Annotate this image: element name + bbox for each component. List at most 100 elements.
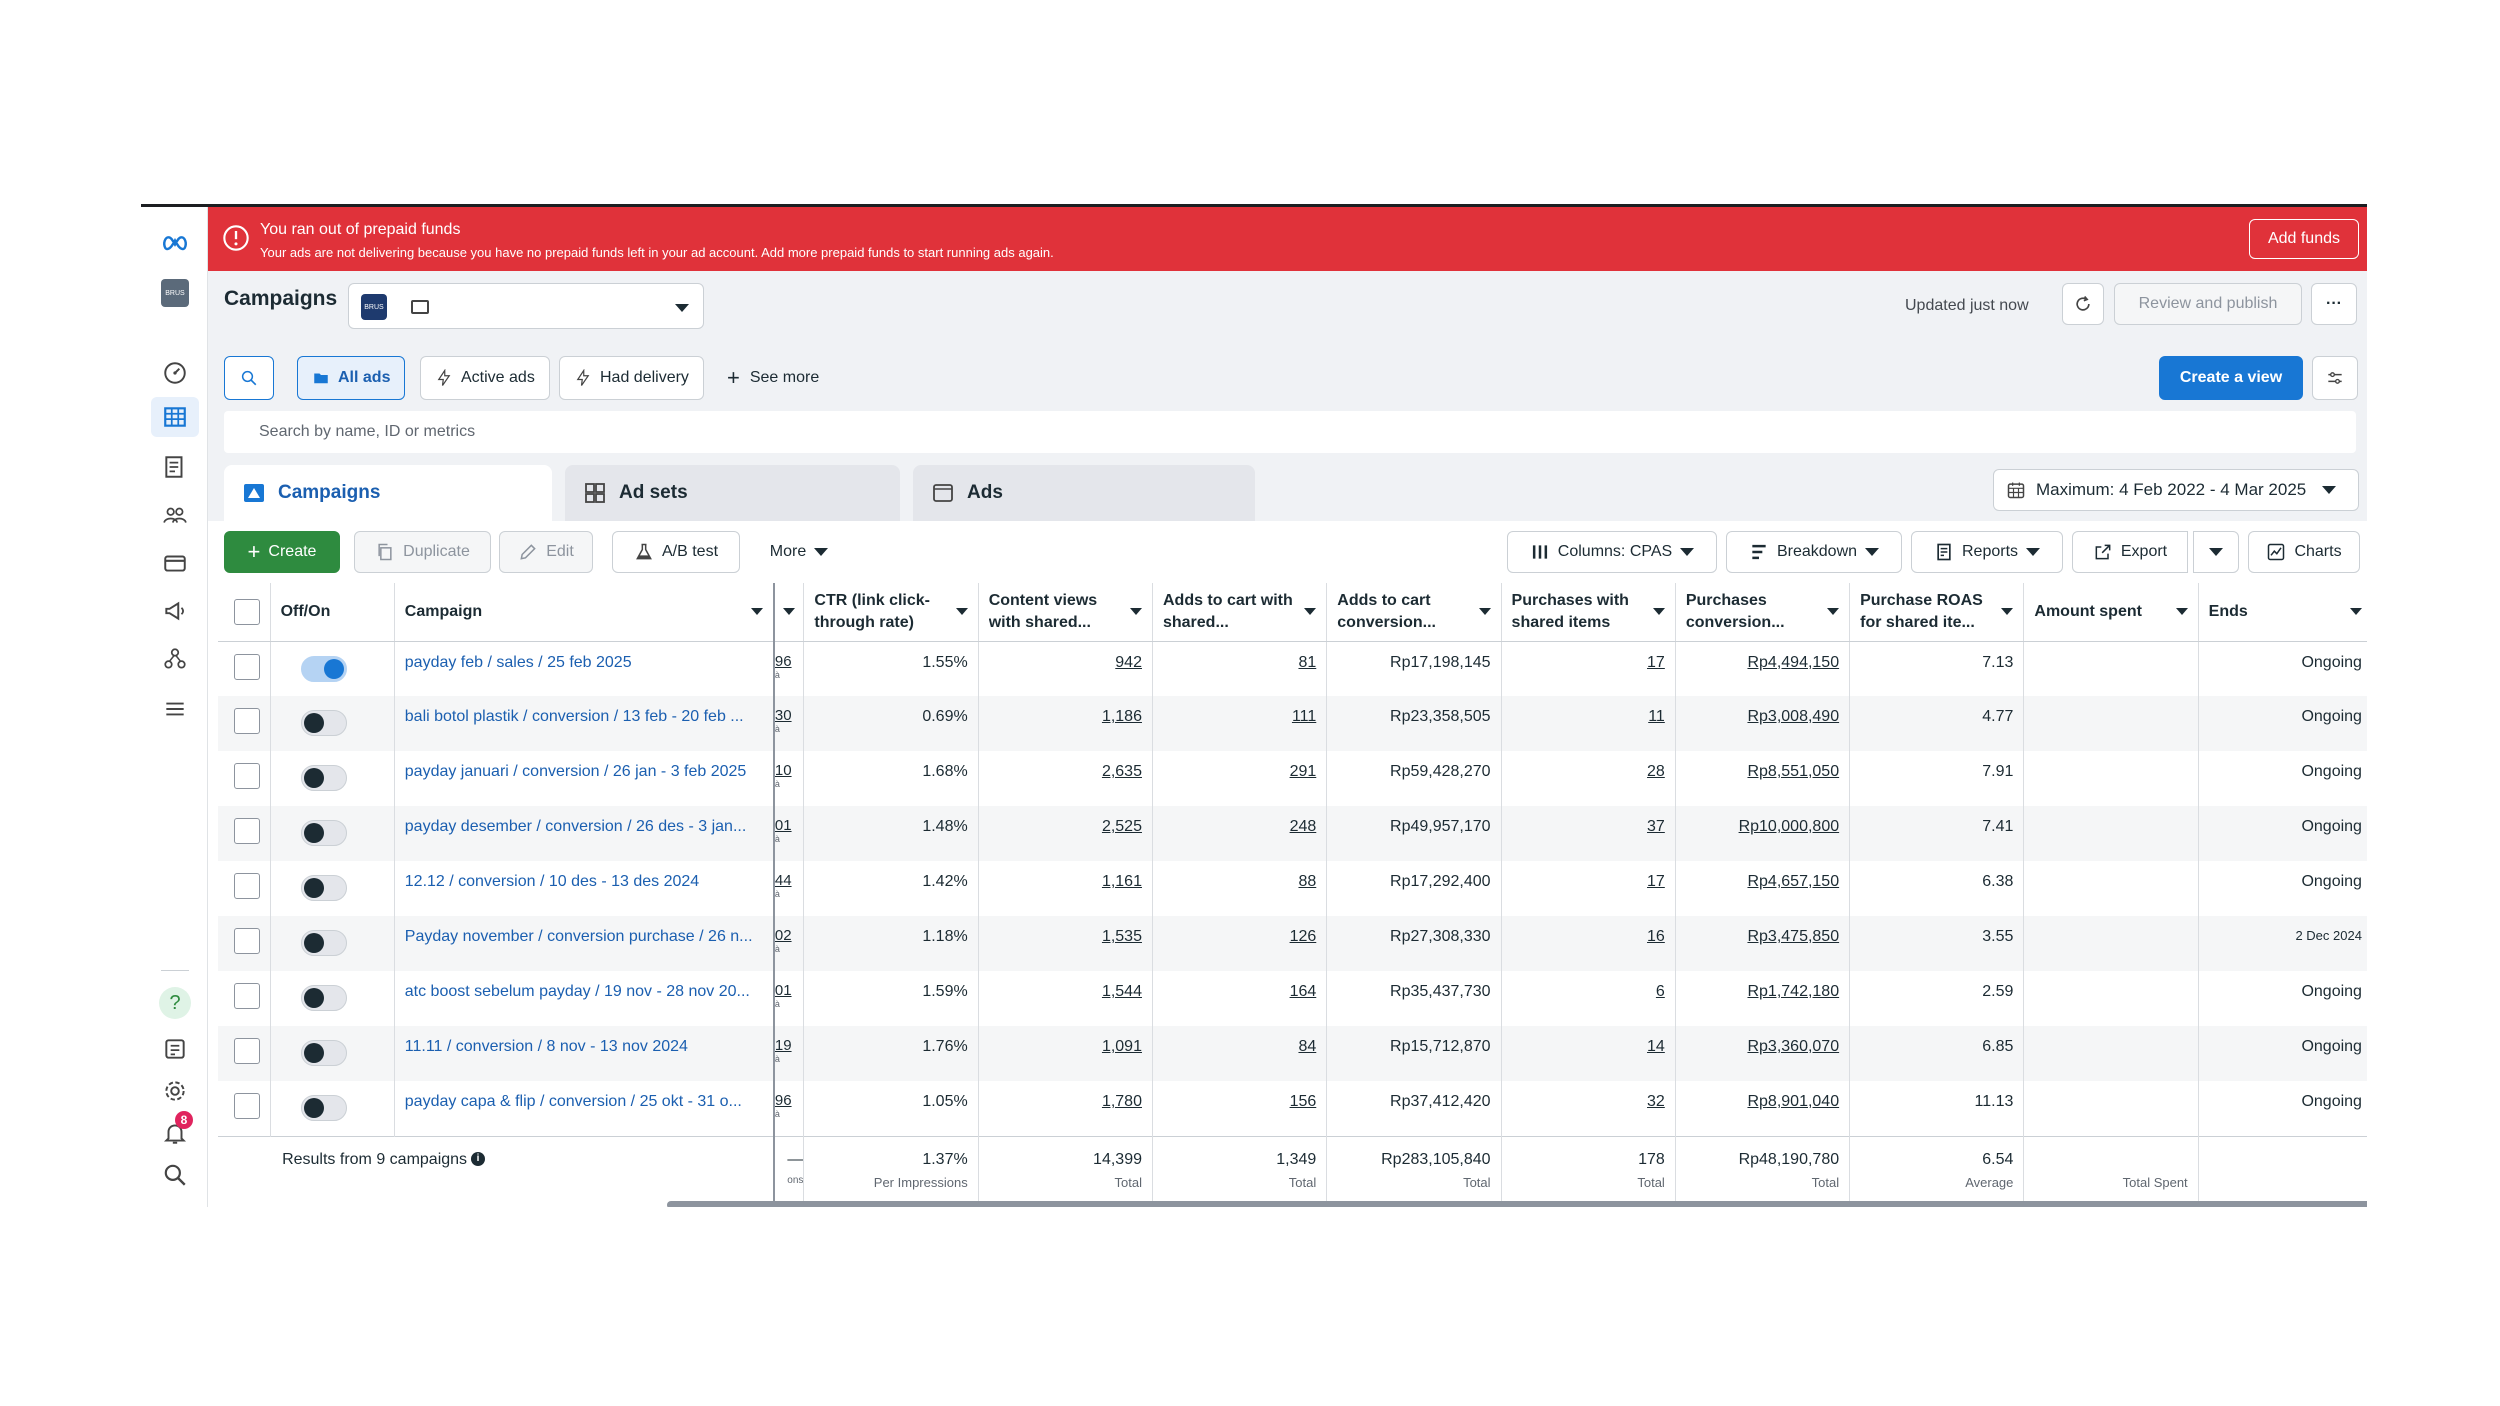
- cell-purchases-conversion[interactable]: Rp3,475,850: [1675, 916, 1851, 971]
- row-checkbox[interactable]: [234, 1093, 260, 1119]
- cell-adds-conversion[interactable]: Rp59,428,270: [1326, 751, 1502, 806]
- campaign-name-link[interactable]: 11.11 / conversion / 8 nov - 13 nov 2024: [394, 1026, 775, 1081]
- cell-content-views[interactable]: 1,161: [978, 861, 1153, 916]
- cell-purchases-conversion[interactable]: Rp3,008,490: [1675, 696, 1851, 751]
- sort-caret-icon[interactable]: [2001, 608, 2014, 615]
- cell-roas[interactable]: 2.59: [1849, 971, 2025, 1026]
- sort-caret-icon[interactable]: [1304, 608, 1317, 615]
- sort-caret-icon[interactable]: [2349, 608, 2362, 615]
- cell-content-views[interactable]: 1,780: [978, 1081, 1153, 1136]
- charts-button[interactable]: Charts: [2248, 531, 2360, 573]
- cell-ctr[interactable]: 1.59%: [803, 971, 979, 1026]
- row-checkbox[interactable]: [234, 763, 260, 789]
- more-options-button[interactable]: ···: [2311, 283, 2357, 325]
- row-checkbox[interactable]: [234, 818, 260, 844]
- campaign-name-link[interactable]: payday januari / conversion / 26 jan - 3…: [394, 751, 775, 806]
- sort-caret-icon[interactable]: [955, 608, 968, 615]
- campaign-toggle[interactable]: [300, 820, 347, 846]
- cell-adds-to-cart[interactable]: 126: [1152, 916, 1328, 971]
- sort-caret-icon[interactable]: [783, 608, 796, 615]
- col-previous-hidden[interactable]: [773, 583, 805, 642]
- cell-amount-spent[interactable]: [2023, 751, 2199, 806]
- search-toggle-button[interactable]: [224, 356, 274, 400]
- create-view-button[interactable]: Create a view: [2159, 356, 2303, 400]
- col-ctr[interactable]: CTR (link click-through rate): [803, 583, 979, 642]
- table-row[interactable]: 12.12 / conversion / 10 des - 13 des 202…: [218, 861, 2367, 916]
- cell-adds-conversion[interactable]: Rp37,412,420: [1326, 1081, 1502, 1136]
- cell-adds-conversion[interactable]: Rp17,198,145: [1326, 641, 1502, 696]
- cell-ends[interactable]: Ongoing: [2198, 806, 2367, 861]
- campaign-name-link[interactable]: bali botol plastik / conversion / 13 feb…: [394, 696, 775, 751]
- table-row[interactable]: 11.11 / conversion / 8 nov - 13 nov 2024…: [218, 1026, 2367, 1081]
- audiences-icon[interactable]: [159, 499, 191, 531]
- cell-adds-to-cart[interactable]: 164: [1152, 971, 1328, 1026]
- cell-ctr[interactable]: 1.05%: [803, 1081, 979, 1136]
- campaigns-table-icon[interactable]: [151, 397, 199, 437]
- row-checkbox[interactable]: [234, 983, 260, 1009]
- cell-adds-conversion[interactable]: Rp23,358,505: [1326, 696, 1502, 751]
- cell-roas[interactable]: 11.13: [1849, 1081, 2025, 1136]
- meta-logo-icon[interactable]: [159, 227, 191, 259]
- campaign-toggle[interactable]: [300, 1095, 347, 1121]
- cell-ends[interactable]: Ongoing: [2198, 861, 2367, 916]
- cell-purchases-conversion[interactable]: Rp4,494,150: [1675, 641, 1851, 696]
- cell-content-views[interactable]: 942: [978, 641, 1153, 696]
- tab-ads[interactable]: Ads: [913, 465, 1255, 521]
- cell-adds-conversion[interactable]: Rp17,292,400: [1326, 861, 1502, 916]
- cell-amount-spent[interactable]: [2023, 1026, 2199, 1081]
- cell-ctr[interactable]: 1.55%: [803, 641, 979, 696]
- sort-caret-icon[interactable]: [1827, 608, 1840, 615]
- cell-purchases[interactable]: 11: [1501, 696, 1676, 751]
- select-all-checkbox[interactable]: [234, 598, 260, 625]
- cell-ends[interactable]: Ongoing: [2198, 1026, 2367, 1081]
- pages-icon[interactable]: [159, 451, 191, 483]
- breakdown-button[interactable]: Breakdown: [1726, 531, 1902, 573]
- col-adds-to-cart[interactable]: Adds to cart with shared...: [1152, 583, 1328, 642]
- tab-ad-sets[interactable]: Ad sets: [565, 465, 900, 521]
- cell-amount-spent[interactable]: [2023, 641, 2199, 696]
- reports-button[interactable]: Reports: [1911, 531, 2063, 573]
- horizontal-scrollbar[interactable]: [667, 1201, 2367, 1207]
- export-button[interactable]: Export: [2072, 531, 2188, 573]
- search-icon[interactable]: [159, 1159, 191, 1191]
- col-adds-conversion[interactable]: Adds to cart conversion...: [1326, 583, 1502, 642]
- campaign-toggle[interactable]: [300, 1040, 347, 1066]
- add-funds-button[interactable]: Add funds: [2248, 219, 2359, 259]
- col-roas[interactable]: Purchase ROAS for shared ite...: [1849, 583, 2025, 642]
- filter-settings-button[interactable]: [2312, 356, 2358, 400]
- cell-amount-spent[interactable]: [2023, 1081, 2199, 1136]
- cell-ends[interactable]: Ongoing: [2198, 971, 2367, 1026]
- billing-icon[interactable]: [159, 547, 191, 579]
- columns-button[interactable]: Columns: CPAS: [1507, 531, 1717, 573]
- cell-ctr[interactable]: 1.76%: [803, 1026, 979, 1081]
- campaign-name-link[interactable]: 12.12 / conversion / 10 des - 13 des 202…: [394, 861, 775, 916]
- cell-purchases[interactable]: 37: [1501, 806, 1676, 861]
- cell-ctr[interactable]: 1.42%: [803, 861, 979, 916]
- duplicate-button[interactable]: Duplicate: [354, 531, 491, 573]
- cell-purchases[interactable]: 17: [1501, 641, 1676, 696]
- cell-purchases-conversion[interactable]: Rp8,901,040: [1675, 1081, 1851, 1136]
- cell-roas[interactable]: 7.13: [1849, 641, 2025, 696]
- cell-adds-conversion[interactable]: Rp35,437,730: [1326, 971, 1502, 1026]
- business-icon[interactable]: [159, 643, 191, 675]
- cell-content-views[interactable]: 1,091: [978, 1026, 1153, 1081]
- cell-adds-conversion[interactable]: Rp27,308,330: [1326, 916, 1502, 971]
- table-row[interactable]: atc boost sebelum payday / 19 nov - 28 n…: [218, 971, 2367, 1026]
- cell-ctr[interactable]: 1.48%: [803, 806, 979, 861]
- sort-caret-icon[interactable]: [1652, 608, 1665, 615]
- edit-button[interactable]: Edit: [499, 531, 593, 573]
- cell-amount-spent[interactable]: [2023, 971, 2199, 1026]
- more-actions-button[interactable]: More: [756, 531, 842, 573]
- col-ends[interactable]: Ends: [2198, 583, 2367, 642]
- cell-ctr[interactable]: 1.68%: [803, 751, 979, 806]
- cell-purchases[interactable]: 17: [1501, 861, 1676, 916]
- filter-active-ads[interactable]: Active ads: [420, 356, 550, 400]
- cell-purchases-conversion[interactable]: Rp3,360,070: [1675, 1026, 1851, 1081]
- cell-amount-spent[interactable]: [2023, 696, 2199, 751]
- col-amount-spent[interactable]: Amount spent: [2023, 583, 2199, 642]
- menu-icon[interactable]: [159, 693, 191, 725]
- refresh-button[interactable]: [2062, 283, 2104, 325]
- cell-content-views[interactable]: 2,525: [978, 806, 1153, 861]
- campaign-name-link[interactable]: payday capa & flip / conversion / 25 okt…: [394, 1081, 775, 1136]
- row-checkbox[interactable]: [234, 928, 260, 954]
